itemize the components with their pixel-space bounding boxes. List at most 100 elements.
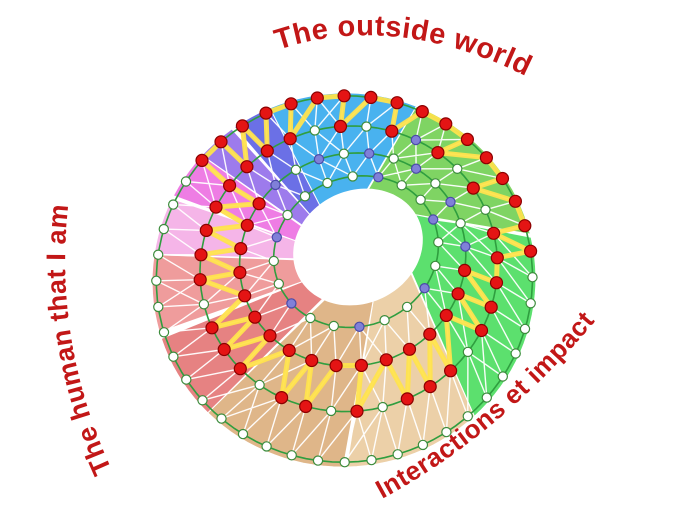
node[interactable]	[366, 454, 377, 466]
node[interactable]	[377, 401, 388, 413]
node[interactable]	[396, 180, 407, 191]
node-highlighted[interactable]	[223, 179, 237, 193]
node[interactable]	[419, 283, 430, 294]
node[interactable]	[525, 298, 536, 309]
node[interactable]	[151, 275, 162, 286]
node[interactable]	[361, 121, 372, 132]
node-highlighted[interactable]	[400, 392, 414, 406]
node[interactable]	[305, 312, 316, 324]
node[interactable]	[198, 299, 210, 310]
node-highlighted[interactable]	[240, 160, 254, 174]
node[interactable]	[430, 260, 441, 272]
node[interactable]	[433, 236, 444, 248]
node[interactable]	[237, 428, 249, 440]
node[interactable]	[181, 374, 192, 385]
node-highlighted[interactable]	[283, 132, 297, 146]
node[interactable]	[455, 218, 466, 229]
node-highlighted[interactable]	[350, 404, 364, 418]
node-highlighted[interactable]	[299, 399, 313, 413]
node-highlighted[interactable]	[431, 146, 445, 160]
node[interactable]	[167, 199, 179, 210]
node[interactable]	[158, 327, 170, 338]
node-highlighted[interactable]	[238, 289, 252, 303]
node[interactable]	[216, 413, 227, 424]
node-highlighted[interactable]	[490, 251, 504, 265]
node-highlighted[interactable]	[205, 321, 219, 335]
node-highlighted[interactable]	[460, 132, 474, 146]
node-highlighted[interactable]	[444, 364, 458, 378]
node-highlighted[interactable]	[233, 362, 247, 376]
node[interactable]	[388, 153, 399, 164]
node-highlighted[interactable]	[439, 308, 453, 322]
node-highlighted[interactable]	[337, 89, 351, 103]
node-highlighted[interactable]	[518, 219, 532, 233]
node-highlighted[interactable]	[310, 91, 324, 105]
node-highlighted[interactable]	[451, 287, 465, 301]
node[interactable]	[325, 405, 337, 417]
node-highlighted[interactable]	[260, 144, 274, 158]
node[interactable]	[452, 163, 463, 174]
node-highlighted[interactable]	[263, 329, 277, 343]
node-highlighted[interactable]	[508, 194, 523, 208]
node[interactable]	[261, 441, 272, 452]
node[interactable]	[322, 177, 333, 189]
node[interactable]	[180, 176, 192, 187]
node-highlighted[interactable]	[487, 226, 501, 240]
node-highlighted[interactable]	[193, 273, 207, 287]
node[interactable]	[428, 214, 439, 225]
node[interactable]	[270, 179, 281, 191]
node[interactable]	[153, 301, 164, 313]
node-highlighted[interactable]	[489, 276, 504, 290]
node-highlighted[interactable]	[479, 151, 493, 165]
node-highlighted[interactable]	[199, 223, 213, 237]
node-highlighted[interactable]	[402, 342, 417, 356]
node-highlighted[interactable]	[333, 119, 348, 134]
node-highlighted[interactable]	[233, 265, 247, 280]
node-highlighted[interactable]	[458, 263, 472, 277]
node-highlighted[interactable]	[194, 248, 208, 262]
node[interactable]	[268, 255, 279, 267]
node[interactable]	[410, 134, 422, 146]
node[interactable]	[254, 379, 265, 391]
node-highlighted[interactable]	[439, 117, 453, 131]
node[interactable]	[354, 321, 365, 332]
node[interactable]	[510, 348, 521, 359]
node-highlighted[interactable]	[217, 342, 231, 357]
node-highlighted[interactable]	[523, 244, 538, 258]
node[interactable]	[286, 450, 297, 461]
node[interactable]	[158, 223, 169, 235]
node[interactable]	[290, 164, 302, 175]
node[interactable]	[462, 346, 474, 358]
node-highlighted[interactable]	[240, 218, 254, 232]
node[interactable]	[445, 196, 456, 208]
node[interactable]	[338, 148, 350, 159]
node-highlighted[interactable]	[415, 104, 429, 119]
node-highlighted[interactable]	[259, 106, 273, 120]
node[interactable]	[527, 272, 538, 283]
node-highlighted[interactable]	[484, 300, 498, 314]
node[interactable]	[282, 209, 293, 221]
node[interactable]	[401, 301, 413, 313]
node[interactable]	[410, 163, 422, 174]
node[interactable]	[392, 449, 403, 460]
node-highlighted[interactable]	[329, 359, 343, 373]
node[interactable]	[328, 320, 339, 332]
node-highlighted[interactable]	[209, 200, 223, 214]
node[interactable]	[312, 455, 324, 466]
node[interactable]	[460, 241, 471, 252]
node-highlighted[interactable]	[466, 181, 480, 195]
node[interactable]	[441, 426, 452, 438]
node[interactable]	[364, 148, 375, 159]
node[interactable]	[286, 298, 297, 309]
node[interactable]	[373, 171, 384, 183]
node[interactable]	[379, 315, 390, 326]
node-highlighted[interactable]	[423, 327, 437, 341]
node[interactable]	[313, 153, 325, 165]
node-highlighted[interactable]	[284, 97, 298, 111]
node-highlighted[interactable]	[235, 119, 249, 133]
node-highlighted[interactable]	[474, 323, 489, 338]
node-highlighted[interactable]	[379, 353, 393, 367]
node[interactable]	[519, 323, 531, 335]
node-highlighted[interactable]	[305, 353, 319, 368]
node-highlighted[interactable]	[423, 380, 437, 394]
